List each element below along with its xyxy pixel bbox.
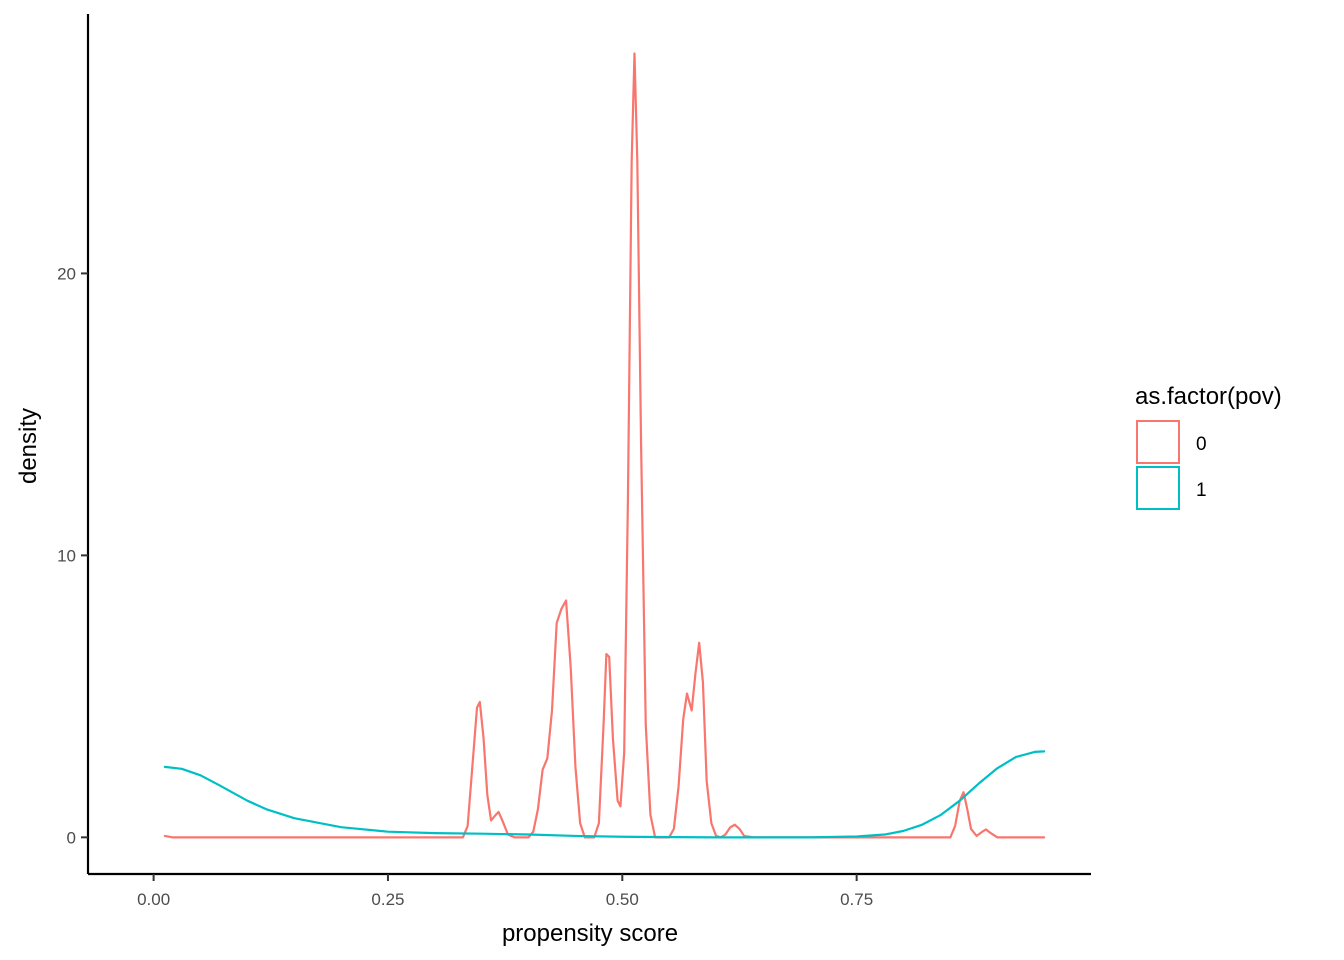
- x-tick-label: 0.50: [606, 890, 639, 909]
- legend-key-1: [1136, 466, 1180, 510]
- legend-label-0: 0: [1196, 434, 1207, 455]
- y-ticks: 0 10 20: [57, 264, 88, 847]
- legend: as.factor(pov) 0 1: [1135, 383, 1282, 510]
- series-line-0: [163, 52, 1046, 839]
- y-axis-title: density: [15, 408, 42, 484]
- x-ticks: 0.00 0.25 0.50 0.75: [137, 874, 873, 909]
- x-tick-label: 0.25: [371, 890, 404, 909]
- legend-key-0: [1136, 420, 1180, 464]
- y-tick-label: 0: [67, 828, 76, 847]
- legend-title: as.factor(pov): [1135, 383, 1282, 410]
- x-axis-title: propensity score: [502, 920, 678, 947]
- legend-label-1: 1: [1196, 480, 1207, 501]
- x-tick-label: 0.75: [840, 890, 873, 909]
- y-tick-label: 10: [57, 546, 76, 565]
- series-line-1: [163, 750, 1046, 839]
- series-layer: [163, 52, 1046, 839]
- x-tick-label: 0.00: [137, 890, 170, 909]
- y-tick-label: 20: [57, 264, 76, 283]
